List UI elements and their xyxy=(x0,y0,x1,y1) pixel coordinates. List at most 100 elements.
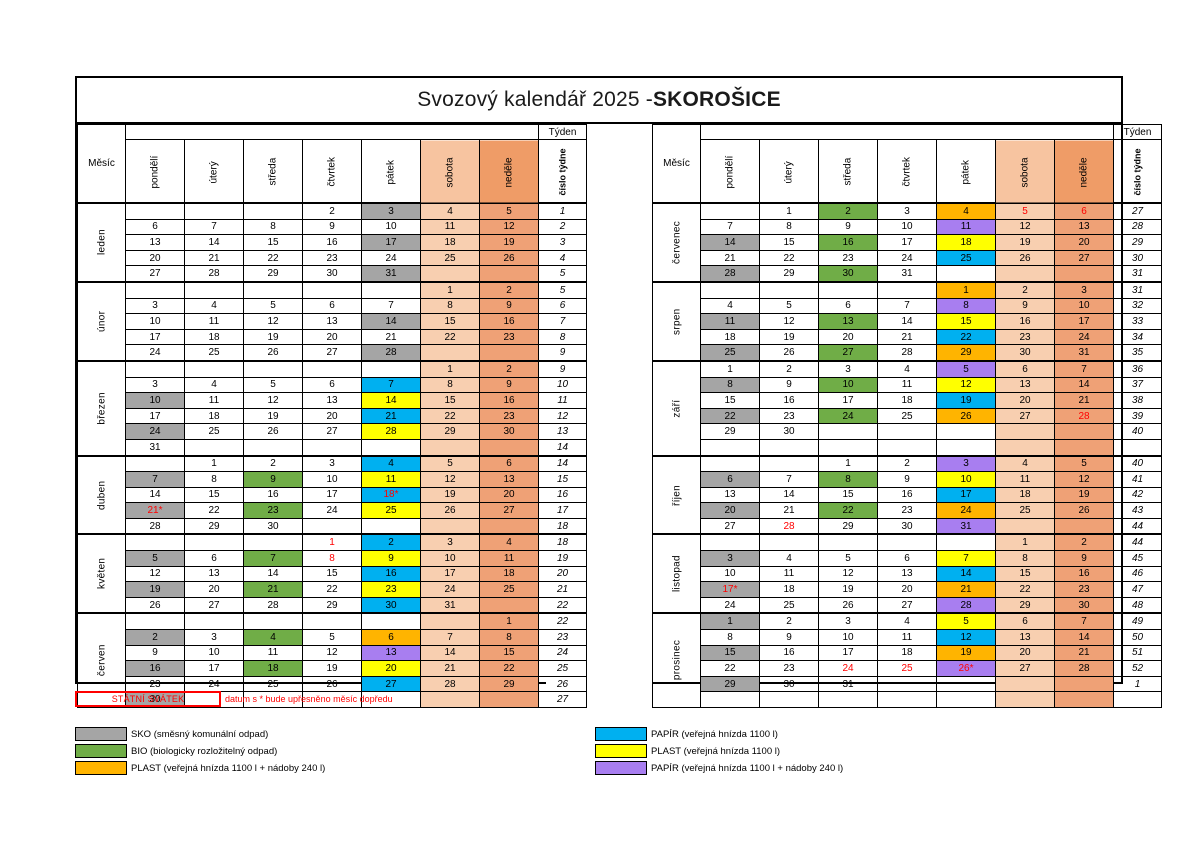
day-cell-empty xyxy=(936,423,996,440)
day-cell: 23 xyxy=(759,407,819,425)
day-cell: 22 xyxy=(420,328,480,346)
calendar-week-row xyxy=(653,438,1163,457)
day-cell: 24 xyxy=(361,249,421,267)
day-cell: 9 xyxy=(818,218,878,236)
day-cell: 8 xyxy=(420,376,480,394)
calendar-week-row: 13 14 15 16 17 18 19 3 xyxy=(78,234,588,251)
day-cell: 24 xyxy=(877,249,937,267)
day-cell: 29 xyxy=(700,423,760,440)
day-cell: 14 xyxy=(184,234,244,251)
week-number-cell: 49 xyxy=(1113,612,1163,631)
calendar-week-row: 14 15 16 17 18* 19 20 16 xyxy=(78,486,588,504)
day-cell-empty xyxy=(1053,517,1115,536)
day-cell-empty xyxy=(478,344,540,362)
day-cell: 18 xyxy=(243,660,303,677)
legend-asterisk-note: datum s * bude upřesněno měsíc dopředu xyxy=(225,694,393,704)
day-cell: 6 xyxy=(478,454,540,473)
day-cell: 10 xyxy=(700,565,760,583)
day-cell: 22 xyxy=(995,581,1055,598)
day-cell: 28 xyxy=(361,344,421,362)
day-cell-empty xyxy=(877,280,937,299)
day-cell: 3 xyxy=(302,454,362,473)
calendar-week-row: 26 27 28 29 30 31 22 xyxy=(78,596,588,615)
day-cell: 28 xyxy=(936,596,996,615)
calendar-frame: Svozový kalendář 2025 - SKOROŠICE Měsíc T… xyxy=(75,76,1163,708)
day-cell-empty xyxy=(818,438,878,457)
day-cell: 20 xyxy=(184,581,244,598)
day-cell: 4 xyxy=(995,454,1055,473)
week-number-cell: 41 xyxy=(1113,471,1163,488)
day-cell: 26 xyxy=(1053,502,1115,519)
day-cell: 8 xyxy=(936,297,996,315)
day-cell: 19 xyxy=(995,234,1055,251)
calendar-week-row: 19 20 21 22 23 24 25 21 xyxy=(78,581,588,598)
day-cell: 27 xyxy=(478,502,540,519)
day-cell: 28 xyxy=(759,517,819,536)
day-cell: 22 xyxy=(700,660,760,677)
calendar-week-row: březen 1 2 9 xyxy=(77,359,588,456)
day-cell-empty xyxy=(759,438,819,457)
day-cell: 15 xyxy=(818,486,878,504)
week-number-cell xyxy=(1113,691,1163,708)
day-cell-empty xyxy=(420,344,480,362)
day-cell: 21 xyxy=(877,328,937,346)
day-cell: 14 xyxy=(759,486,819,504)
title-prefix: Svozový kalendář 2025 - xyxy=(417,88,653,111)
day-cell: 28 xyxy=(877,344,937,362)
week-number-cell: 18 xyxy=(538,533,588,552)
day-cell: 8 xyxy=(700,629,760,646)
calendar-week-row: 4 5 6 7 8 9 10 32 xyxy=(653,297,1163,315)
day-cell: 17 xyxy=(936,486,996,504)
day-cell: 21 xyxy=(700,249,760,267)
day-cell: 5 xyxy=(759,297,819,315)
day-cell-empty xyxy=(125,359,185,378)
legend-color-swatch xyxy=(595,761,647,775)
legend-color-swatch xyxy=(595,727,647,741)
day-cell: 2 xyxy=(478,359,540,378)
day-cell: 23 xyxy=(759,660,819,677)
day-cell: 10 xyxy=(125,392,185,409)
day-cell: 14 xyxy=(243,565,303,583)
week-number-cell: 13 xyxy=(538,423,588,440)
calendar-week-row: 27 28 29 30 31 5 xyxy=(78,265,588,283)
title-place: SKOROŠICE xyxy=(652,88,781,111)
day-cell: 29 xyxy=(936,344,996,362)
day-cell: 20 xyxy=(818,328,878,346)
week-number-cell: 4 xyxy=(538,249,588,267)
day-cell-empty xyxy=(818,423,878,440)
legend-color-swatch xyxy=(75,761,127,775)
header-day-středa: středa xyxy=(243,139,303,203)
day-cell: 27 xyxy=(184,596,244,615)
day-cell: 29 xyxy=(302,596,362,615)
day-cell: 13 xyxy=(302,313,362,330)
day-cell-empty xyxy=(302,280,362,299)
day-cell: 19 xyxy=(936,392,996,409)
week-number-cell: 16 xyxy=(538,486,588,504)
day-cell: 26 xyxy=(243,423,303,440)
day-cell: 4 xyxy=(184,297,244,315)
day-cell: 2 xyxy=(1053,533,1115,552)
day-cell: 24 xyxy=(1053,328,1115,346)
day-cell: 21 xyxy=(1053,644,1115,662)
day-cell: 29 xyxy=(184,517,244,536)
calendar-week-row: únor 1 2 5 xyxy=(77,280,588,361)
day-cell: 10 xyxy=(1053,297,1115,315)
day-cell: 2 xyxy=(243,454,303,473)
day-cell-empty xyxy=(243,533,303,552)
day-cell: 11 xyxy=(184,392,244,409)
day-cell: 22 xyxy=(302,581,362,598)
day-cell-empty xyxy=(936,533,996,552)
calendar-week-row: 24 25 26 27 28 29 30 13 xyxy=(78,423,588,440)
calendar-week-row: 6 7 8 9 10 11 12 41 xyxy=(653,471,1163,488)
day-cell: 23 xyxy=(818,249,878,267)
day-cell: 20 xyxy=(302,328,362,346)
header-day-pátek: pátek xyxy=(936,139,996,203)
month-label-listopad: listopad xyxy=(652,534,701,614)
header-tyden-label: Týden xyxy=(1113,124,1163,140)
week-number-cell: 21 xyxy=(538,581,588,598)
day-cell: 4 xyxy=(877,612,937,631)
week-number-cell: 26 xyxy=(538,675,588,693)
day-cell: 4 xyxy=(700,297,760,315)
calendar-week-row: prosinec 1 2 3 4 5 6 7 49 xyxy=(652,612,1163,708)
